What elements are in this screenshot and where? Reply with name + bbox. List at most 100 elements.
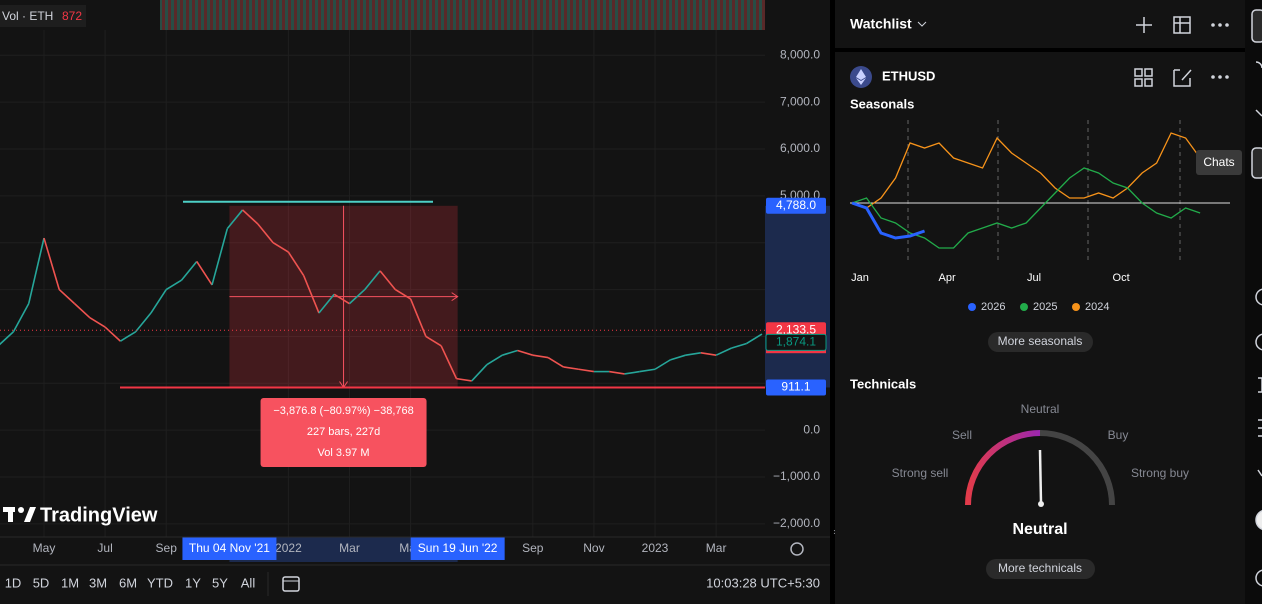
calendar-icon[interactable] xyxy=(282,576,300,592)
price-segment xyxy=(563,366,579,371)
price-segment xyxy=(715,347,732,356)
symbol-more[interactable] xyxy=(1211,75,1229,79)
y-tick-label: −2,000.0 xyxy=(773,516,820,530)
legend-label[interactable]: 2025 xyxy=(1033,301,1057,313)
y-tick-label: −1,000.0 xyxy=(773,469,820,483)
price-segment xyxy=(180,260,198,281)
gauge-label: Neutral xyxy=(1021,402,1060,416)
price-segment xyxy=(27,237,45,304)
date-tag xyxy=(410,537,505,560)
price-segment xyxy=(609,370,625,375)
y-tick-label: 8,000.0 xyxy=(780,47,820,61)
more-technicals-text[interactable]: More technicals xyxy=(998,561,1082,575)
more-technicals-button[interactable] xyxy=(986,559,1095,579)
price-segment xyxy=(639,368,656,373)
price-segment xyxy=(517,349,534,356)
interval-button[interactable]: 6M xyxy=(119,575,137,590)
price-segment xyxy=(0,331,14,346)
interval-button[interactable]: YTD xyxy=(147,575,173,590)
logo: TradingView xyxy=(3,504,158,526)
legend-label[interactable]: 2024 xyxy=(1085,301,1109,313)
more-seasonals-text[interactable]: More seasonals xyxy=(998,334,1083,348)
divider[interactable] xyxy=(830,0,835,604)
settings-icon[interactable] xyxy=(790,542,804,556)
interval-button[interactable]: All xyxy=(241,575,256,590)
price-segment xyxy=(409,298,427,337)
header-icons[interactable] xyxy=(1136,16,1191,34)
price-segment xyxy=(12,303,30,333)
price-segment xyxy=(257,223,274,244)
price-segment xyxy=(74,303,91,319)
measure-arrow xyxy=(229,292,459,302)
symbol[interactable]: ETHUSD xyxy=(882,68,935,83)
y-tick-label: 6,000.0 xyxy=(780,141,820,155)
logo-text: TradingView xyxy=(40,504,158,526)
x-tick-label: Sep xyxy=(522,541,544,555)
chevron[interactable] xyxy=(917,21,927,27)
interval-button[interactable]: 1Y xyxy=(185,575,201,590)
seasonals-title: Seasonals xyxy=(850,96,914,111)
vol-label: Vol · ETH xyxy=(2,9,53,23)
price-segment xyxy=(348,289,366,305)
price-tag xyxy=(766,197,826,214)
x-tick-label: May xyxy=(33,541,56,555)
price-segment xyxy=(287,251,305,276)
price-segment xyxy=(685,352,701,356)
interval-button[interactable]: 5D xyxy=(33,575,50,590)
eth-glyph xyxy=(856,69,866,85)
price-segment xyxy=(89,317,106,328)
interval-button[interactable]: 3M xyxy=(89,575,107,590)
price-segment xyxy=(150,289,167,314)
price-segment xyxy=(670,354,686,361)
price-segment xyxy=(318,293,335,314)
price-tag-label: 911.1 xyxy=(781,380,810,394)
rating: Neutral xyxy=(1012,521,1067,538)
price-segment xyxy=(135,312,152,333)
price-segment xyxy=(624,370,640,375)
price-segment xyxy=(196,261,213,286)
price-segment xyxy=(486,354,503,366)
price-segment xyxy=(578,368,595,373)
legend-box xyxy=(0,5,86,27)
symbol-icons[interactable] xyxy=(1134,68,1192,87)
gauge-label: Strong buy xyxy=(1131,466,1189,480)
date-tag-label: Thu 04 Nov '21 xyxy=(189,541,270,555)
more-icon[interactable] xyxy=(1211,23,1229,27)
interval-button[interactable]: 1D xyxy=(5,575,22,590)
legend-dot[interactable] xyxy=(1020,303,1028,311)
price-segment xyxy=(226,209,244,230)
price-segment xyxy=(242,209,259,225)
vol-value: 872 xyxy=(62,9,82,23)
price-tag-label: 2,133.5 xyxy=(776,322,816,336)
price-segment xyxy=(700,352,717,356)
price-segment xyxy=(104,326,121,342)
price-segment xyxy=(746,333,763,345)
price-tag xyxy=(765,333,827,351)
sidebar-icons[interactable] xyxy=(1251,9,1262,587)
price-segment xyxy=(364,270,381,291)
price-segment xyxy=(333,293,350,305)
season-line xyxy=(851,167,1201,249)
volume-strip xyxy=(160,0,765,30)
interval-button[interactable]: 1M xyxy=(61,575,79,590)
watchlist-header xyxy=(835,0,1245,48)
legend-dot[interactable] xyxy=(1072,303,1080,311)
legend-label[interactable]: 2026 xyxy=(981,301,1005,313)
price-segment xyxy=(731,342,747,349)
watchlist-title[interactable]: Watchlist xyxy=(850,16,912,32)
legend-dot[interactable] xyxy=(968,303,976,311)
more-seasonals-button[interactable] xyxy=(988,332,1093,352)
interval-button[interactable]: 5Y xyxy=(212,575,228,590)
price-segment xyxy=(302,275,320,314)
season-line xyxy=(851,132,1201,209)
price-segment xyxy=(532,354,549,359)
chart-panel xyxy=(0,0,830,604)
price-segment xyxy=(119,331,137,342)
price-segment xyxy=(502,349,518,356)
x-tick-label: Nov xyxy=(583,541,604,555)
measure-box xyxy=(260,398,427,467)
price-segment xyxy=(43,237,61,290)
price-segment xyxy=(425,335,442,347)
measure-text: 227 bars, 227d xyxy=(307,426,380,438)
